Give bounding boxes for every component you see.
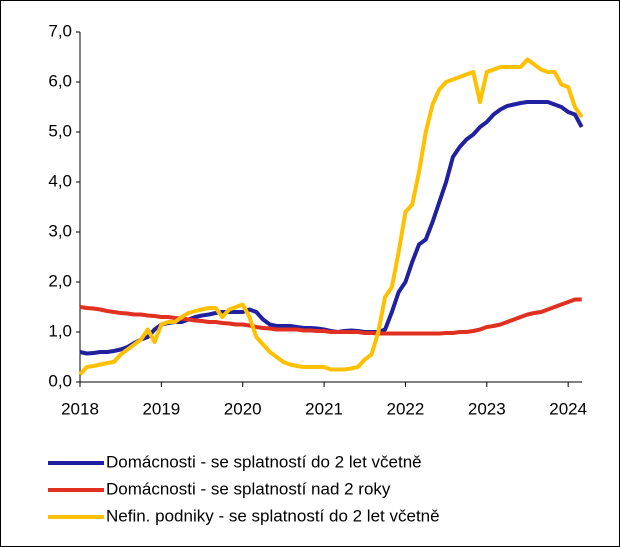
x-tick-label: 2023 bbox=[468, 399, 506, 418]
y-tick-label: 3,0 bbox=[48, 221, 72, 240]
y-tick-label: 0,0 bbox=[48, 371, 72, 390]
series-line bbox=[78, 57, 584, 376]
x-tick-label: 2024 bbox=[549, 399, 587, 418]
x-tick-label: 2020 bbox=[224, 399, 262, 418]
y-tick-label: 2,0 bbox=[48, 271, 72, 290]
y-tick-label: 5,0 bbox=[48, 121, 72, 140]
x-tick-label: 2018 bbox=[61, 399, 99, 418]
y-tick-label: 4,0 bbox=[48, 171, 72, 190]
y-tick-label: 6,0 bbox=[48, 71, 72, 90]
y-tick-label: 1,0 bbox=[48, 321, 72, 340]
series-line bbox=[79, 297, 582, 336]
x-tick-label: 2019 bbox=[142, 399, 180, 418]
x-tick-label: 2021 bbox=[305, 399, 343, 418]
x-tick-label: 2022 bbox=[387, 399, 425, 418]
legend-label: Domácnosti - se splatností nad 2 roky bbox=[106, 479, 391, 498]
legend-label: Nefin. podniky - se splatností do 2 let … bbox=[106, 506, 440, 525]
y-tick-label: 7,0 bbox=[48, 21, 72, 40]
legend-label: Domácnosti - se splatností do 2 let včet… bbox=[106, 452, 422, 471]
